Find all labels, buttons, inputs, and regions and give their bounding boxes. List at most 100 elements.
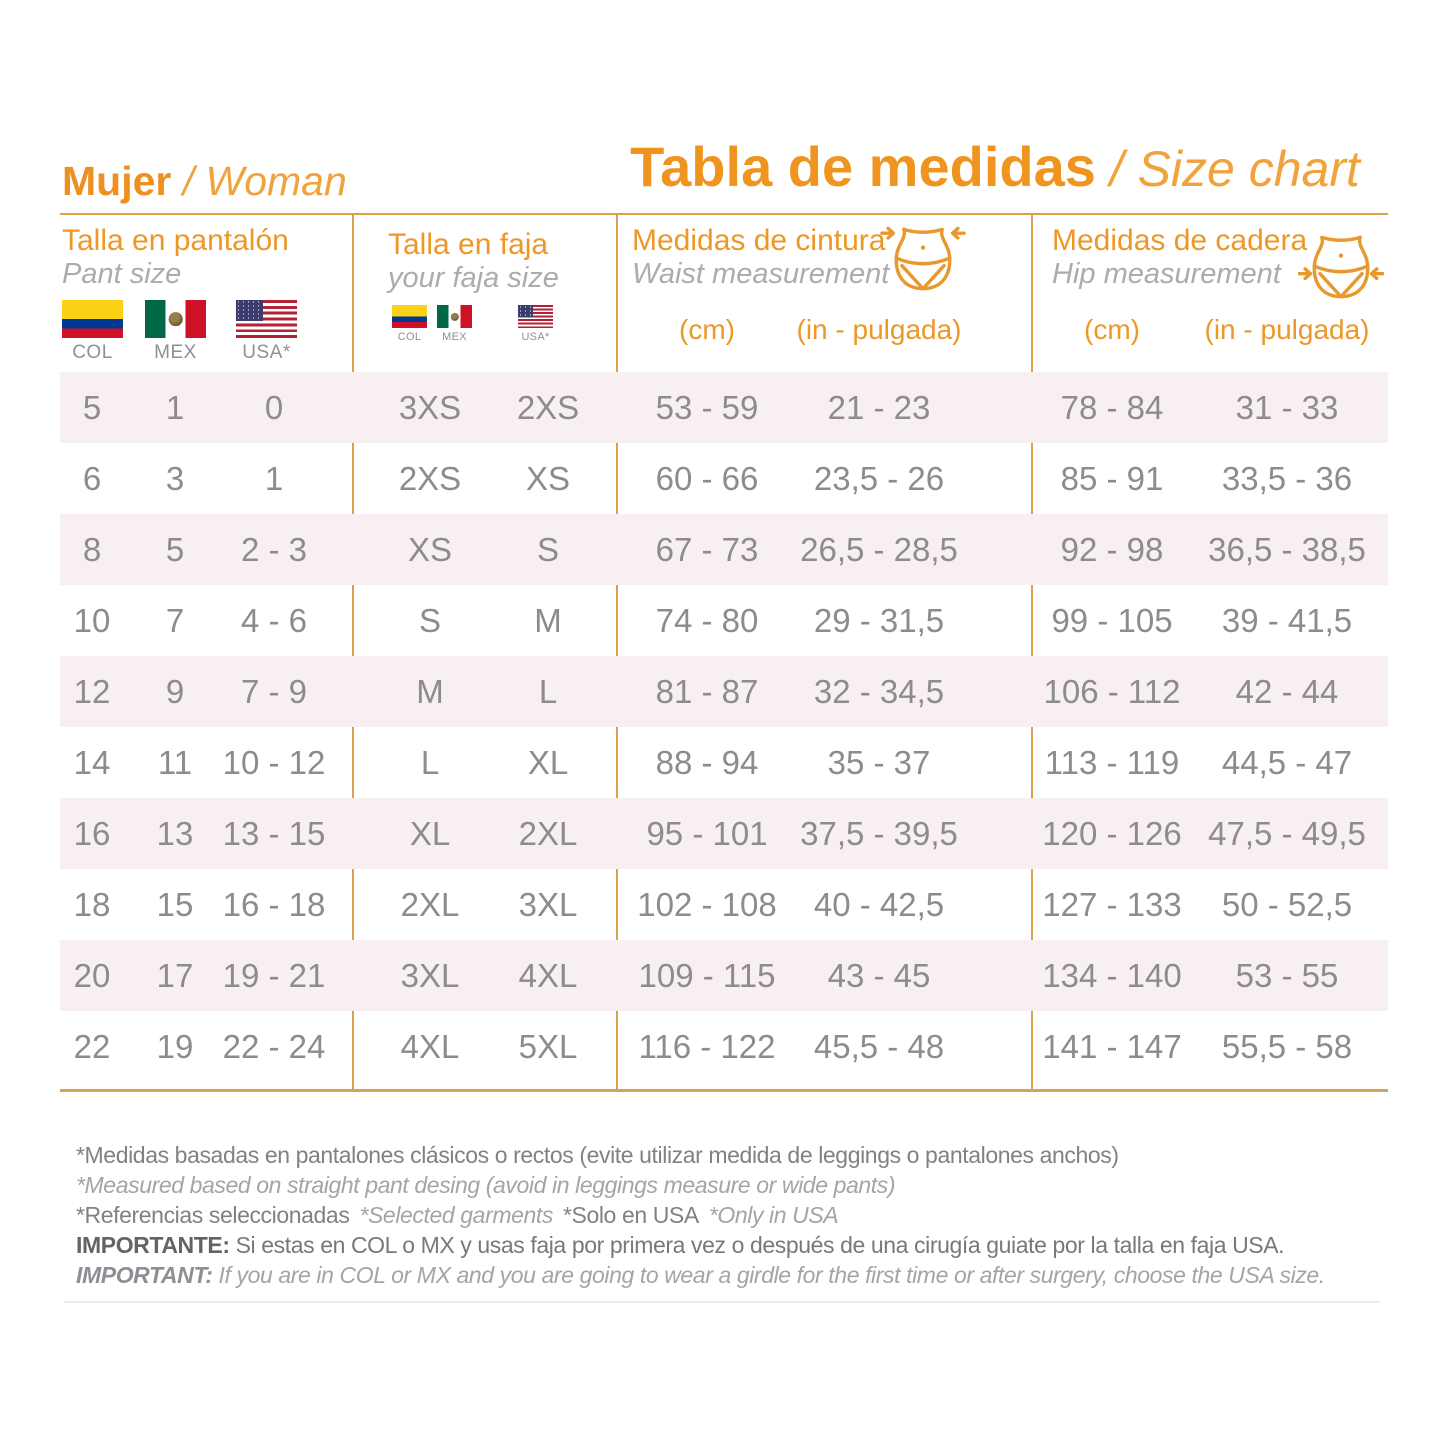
- cell-faja-usa: 2XS: [516, 388, 580, 426]
- faja-flag-usa: USA*: [518, 305, 553, 343]
- table-row: 6 3 1 2XS XS 60 - 66 23,5 - 26 85 - 91 33,5 - 36: [60, 443, 1388, 514]
- waist-measure-icon: [880, 226, 966, 291]
- pant-size-title-es: Talla en pantalón: [62, 224, 289, 257]
- table-cell-group: 120 - 126 47,5 - 49,5: [1032, 798, 1388, 869]
- table-row: 5 1 0 3XS 2XS 53 - 59 21 - 23 78 - 84 31 - 33: [60, 372, 1388, 443]
- waist-unit-in: (in - pulgada): [796, 314, 962, 345]
- cell-pant-usa: 7 - 9: [240, 672, 308, 710]
- cell-hip-in: 47,5 - 49,5: [1208, 814, 1366, 852]
- table-row: 8 5 2 - 3 XS S 67 - 73 26,5 - 28,5 92 - 98 36,5 …: [60, 514, 1388, 585]
- pant-flag-mexico: MEX: [145, 300, 206, 364]
- table-cell-group: 10 7 4 - 6: [60, 585, 353, 656]
- waist-unit-cm: (cm): [679, 314, 735, 345]
- table-cell-group: 20 17 19 - 21: [60, 940, 353, 1011]
- table-cell-group: 16 13 13 - 15: [60, 798, 353, 869]
- cell-waist-in: 23,5 - 26: [813, 459, 945, 497]
- title-es: Tabla de medidas: [630, 135, 1096, 198]
- cell-pant-mex: 5: [165, 530, 185, 568]
- waist-units-row: (cm) (in - pulgada): [617, 314, 1032, 346]
- footer-divider: [64, 1301, 1380, 1303]
- table-top-divider: [60, 213, 1388, 215]
- table-row: 22 19 22 - 24 4XL 5XL 116 - 122 45,5 - 48 141 -…: [60, 1011, 1388, 1082]
- cell-pant-usa: 2 - 3: [240, 530, 308, 568]
- table-row: 18 15 16 - 18 2XL 3XL 102 - 108 40 - 42,5 127 -…: [60, 869, 1388, 940]
- note-refs-es: *Referencias seleccionadas: [76, 1202, 350, 1228]
- hip-unit-cm: (cm): [1084, 314, 1140, 345]
- cell-pant-usa: 16 - 18: [222, 885, 326, 923]
- cell-faja-colmex: 4XL: [400, 1027, 460, 1065]
- table-cell-group: 3XL 4XL: [353, 940, 617, 1011]
- cell-pant-mex: 13: [156, 814, 194, 852]
- note-references: *Referencias seleccionadas *Selected garm…: [76, 1200, 1406, 1230]
- table-cell-group: 102 - 108 40 - 42,5: [617, 869, 1032, 940]
- table-cell-group: 106 - 112 42 - 44: [1032, 656, 1388, 727]
- cell-hip-cm: 113 - 119: [1044, 743, 1180, 781]
- cell-pant-col: 16: [73, 814, 111, 852]
- cell-waist-in: 45,5 - 48: [813, 1027, 945, 1065]
- cell-waist-cm: 67 - 73: [655, 530, 759, 568]
- column-divider-2: [616, 215, 618, 1091]
- table-cell-group: 88 - 94 35 - 37: [617, 727, 1032, 798]
- hip-unit-in: (in - pulgada): [1204, 314, 1370, 345]
- faja-flag-mexico: MEX: [437, 305, 472, 343]
- table-row: 10 7 4 - 6 S M 74 - 80 29 - 31,5 99 - 105 39 - 4…: [60, 585, 1388, 656]
- table-cell-group: 53 - 59 21 - 23: [617, 372, 1032, 443]
- table-cell-group: XS S: [353, 514, 617, 585]
- usa-flag-icon: [236, 300, 297, 338]
- table-cell-group: 95 - 101 37,5 - 39,5: [617, 798, 1032, 869]
- table-row: 20 17 19 - 21 3XL 4XL 109 - 115 43 - 45 134 - 1…: [60, 940, 1388, 1011]
- cell-waist-in: 29 - 31,5: [813, 601, 945, 639]
- page-subtitle-woman: Mujer / Woman: [62, 158, 347, 205]
- note-usa-en: *Only in USA: [708, 1202, 839, 1228]
- cell-faja-usa: 4XL: [518, 956, 578, 994]
- important-label-en: IMPORTANT:: [76, 1262, 213, 1288]
- cell-faja-colmex: M: [416, 672, 444, 710]
- table-cell-group: 99 - 105 39 - 41,5: [1032, 585, 1388, 656]
- cell-pant-usa: 22 - 24: [222, 1027, 326, 1065]
- cell-faja-colmex: 3XS: [398, 388, 462, 426]
- important-text-es: Si estas en COL o MX y usas faja por pri…: [229, 1232, 1285, 1258]
- cell-waist-in: 32 - 34,5: [813, 672, 945, 710]
- cell-waist-cm: 74 - 80: [655, 601, 759, 639]
- cell-faja-colmex: 2XS: [398, 459, 462, 497]
- cell-faja-usa: XS: [525, 459, 571, 497]
- cell-pant-mex: 15: [156, 885, 194, 923]
- cell-faja-usa: M: [534, 601, 562, 639]
- waist-title-en: Waist measurement: [632, 258, 890, 290]
- cell-pant-usa: 0: [264, 388, 284, 426]
- table-cell-group: 6 3 1: [60, 443, 353, 514]
- important-text-en: If you are in COL or MX and you are goin…: [212, 1262, 1326, 1288]
- note-refs-en: *Selected garments: [359, 1202, 553, 1228]
- cell-waist-in: 37,5 - 39,5: [800, 814, 958, 852]
- note-measure-es: *Medidas basadas en pantalones clásicos …: [76, 1142, 1119, 1168]
- cell-pant-mex: 9: [165, 672, 185, 710]
- title-en: / Size chart: [1095, 141, 1360, 197]
- table-row: 14 11 10 - 12 L XL 88 - 94 35 - 37 113 - 119 44,…: [60, 727, 1388, 798]
- cell-faja-colmex: S: [418, 601, 441, 639]
- table-cell-group: 109 - 115 43 - 45: [617, 940, 1032, 1011]
- cell-hip-cm: 106 - 112: [1043, 672, 1181, 710]
- table-cell-group: 12 9 7 - 9: [60, 656, 353, 727]
- hip-header: Medidas de cadera Hip measurement: [1052, 224, 1307, 291]
- table-cell-group: 4XL 5XL: [353, 1011, 617, 1082]
- faja-flag-label-mex: MEX: [442, 331, 467, 343]
- hip-title-en: Hip measurement: [1052, 258, 1281, 290]
- cell-waist-in: 43 - 45: [827, 956, 931, 994]
- note-important-en: IMPORTANT: If you are in COL or MX and y…: [76, 1260, 1406, 1290]
- cell-pant-col: 14: [73, 743, 111, 781]
- pant-size-title-en: Pant size: [62, 258, 182, 290]
- cell-faja-colmex: 3XL: [400, 956, 460, 994]
- subtitle-mujer: Mujer: [62, 158, 172, 204]
- cell-pant-mex: 3: [165, 459, 185, 497]
- faja-flag-label-col: COL: [397, 331, 422, 343]
- column-divider-3: [1031, 215, 1033, 1091]
- table-cell-group: 116 - 122 45,5 - 48: [617, 1011, 1032, 1082]
- cell-waist-cm: 88 - 94: [655, 743, 759, 781]
- cell-waist-cm: 109 - 115: [638, 956, 776, 994]
- mexico-flag-icon: [145, 300, 206, 338]
- cell-faja-usa: L: [538, 672, 558, 710]
- cell-waist-cm: 60 - 66: [655, 459, 759, 497]
- table-cell-group: 3XS 2XS: [353, 372, 617, 443]
- table-cell-group: 127 - 133 50 - 52,5: [1032, 869, 1388, 940]
